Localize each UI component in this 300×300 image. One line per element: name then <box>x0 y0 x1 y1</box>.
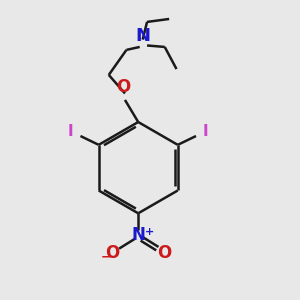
Text: O: O <box>157 244 171 262</box>
Text: N: N <box>135 28 150 46</box>
Text: I: I <box>68 124 74 139</box>
Text: −: − <box>100 251 111 264</box>
Text: N: N <box>131 226 145 244</box>
Text: +: + <box>145 227 154 237</box>
Text: O: O <box>105 244 119 262</box>
Text: O: O <box>116 78 130 96</box>
Text: I: I <box>203 124 208 139</box>
